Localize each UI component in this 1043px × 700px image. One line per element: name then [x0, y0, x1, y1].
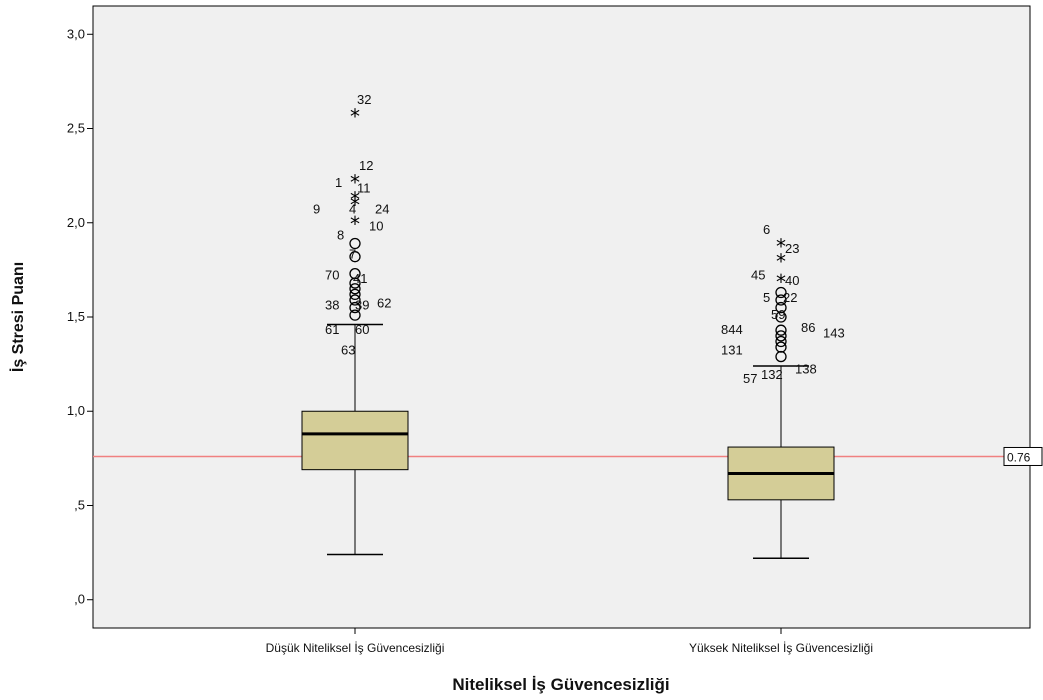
outlier-case-label: 39 — [355, 297, 369, 312]
outlier-case-label: 131 — [721, 343, 743, 358]
y-tick-label: 1,5 — [67, 309, 85, 324]
outlier-case-label: 60 — [355, 322, 369, 337]
outlier-point — [349, 288, 361, 301]
outlier-case-label: 12 — [359, 158, 373, 173]
y-tick-label: 3,0 — [67, 26, 85, 41]
outlier-case-label: 6 — [763, 222, 770, 237]
extreme-point: * — [350, 170, 360, 194]
extreme-point: * — [350, 212, 360, 236]
outlier-case-label: 844 — [721, 322, 743, 337]
y-tick-label: 2,5 — [67, 121, 85, 136]
extreme-point: * — [776, 234, 786, 258]
y-tick-label: ,0 — [74, 592, 85, 607]
outlier-case-label: 1 — [335, 175, 342, 190]
y-axis-title: İş Stresi Puanı — [9, 262, 27, 372]
outlier-case-label: 4 — [349, 201, 356, 216]
extreme-point: * — [350, 193, 360, 217]
outlier-case-label: 132 — [761, 367, 783, 382]
extreme-point: * — [776, 270, 786, 294]
y-tick-label: 2,0 — [67, 215, 85, 230]
outlier-case-label: 40 — [785, 273, 799, 288]
outlier-point — [775, 301, 787, 314]
outlier-point — [775, 335, 787, 348]
outlier-point — [349, 251, 361, 263]
outlier-case-label: 32 — [357, 92, 371, 107]
outlier-point — [775, 341, 787, 353]
outlier-case-label: 10 — [369, 218, 383, 233]
box-iqr — [301, 410, 409, 471]
outlier-case-label: 11 — [357, 181, 371, 196]
outlier-point — [349, 301, 361, 314]
y-tick-label: 1,0 — [67, 403, 85, 418]
x-axis-title: Niteliksel İş Güvencesizliği — [452, 675, 669, 694]
outlier-case-label: 41 — [353, 271, 367, 286]
outlier-case-label: 8 — [337, 228, 344, 243]
outlier-case-label: 138 — [795, 362, 817, 377]
outlier-case-label: 59 — [771, 307, 785, 322]
outlier-case-label: 63 — [341, 343, 355, 358]
outlier-case-label: 24 — [375, 201, 389, 216]
extreme-point: * — [350, 187, 360, 211]
outlier-case-label: 62 — [377, 296, 391, 311]
extreme-point: * — [776, 249, 786, 273]
outlier-case-label: 57 — [743, 371, 757, 386]
outlier-case-label: 70 — [325, 267, 339, 282]
plot-area — [92, 5, 1031, 629]
outlier-point — [349, 283, 361, 295]
outlier-point — [775, 330, 787, 342]
outlier-case-label: 9 — [313, 201, 320, 216]
x-axis-category-labels: Düşük Niteliksel İş Güvencesizliği Yüksek… — [266, 628, 873, 655]
outlier-point — [349, 309, 361, 321]
outlier-case-label: 61 — [325, 322, 339, 337]
outlier-case-label: 143 — [823, 326, 845, 341]
outlier-point — [349, 294, 361, 306]
x-category-label: Yüksek Niteliksel İş Güvencesizliği — [689, 641, 873, 655]
outlier-point — [775, 286, 787, 299]
y-axis: ,0 ,5 1,0 1,5 2,0 2,5 3,0 — [67, 26, 93, 607]
outlier-case-label: 23 — [785, 241, 799, 256]
outlier-case-label: 45 — [751, 267, 765, 282]
outlier-case-label: 7 — [349, 247, 356, 262]
outlier-point — [349, 267, 361, 280]
outlier-case-label: 5 — [763, 290, 770, 305]
reference-line-layer: 0.76 — [93, 446, 1043, 466]
y-tick-label: ,5 — [74, 497, 85, 512]
outlier-point — [775, 324, 787, 336]
extreme-point: * — [350, 104, 360, 128]
x-category-label: Düşük Niteliksel İş Güvencesizliği — [266, 641, 445, 655]
outlier-case-label: 86 — [801, 320, 815, 335]
outlier-case-label: 22 — [783, 290, 797, 305]
outlier-point — [775, 294, 787, 306]
outlier-case-label: 38 — [325, 297, 339, 312]
reference-line-label: 0.76 — [1007, 450, 1031, 464]
reference-line-label-box — [1003, 446, 1043, 466]
outlier-point — [349, 237, 361, 250]
